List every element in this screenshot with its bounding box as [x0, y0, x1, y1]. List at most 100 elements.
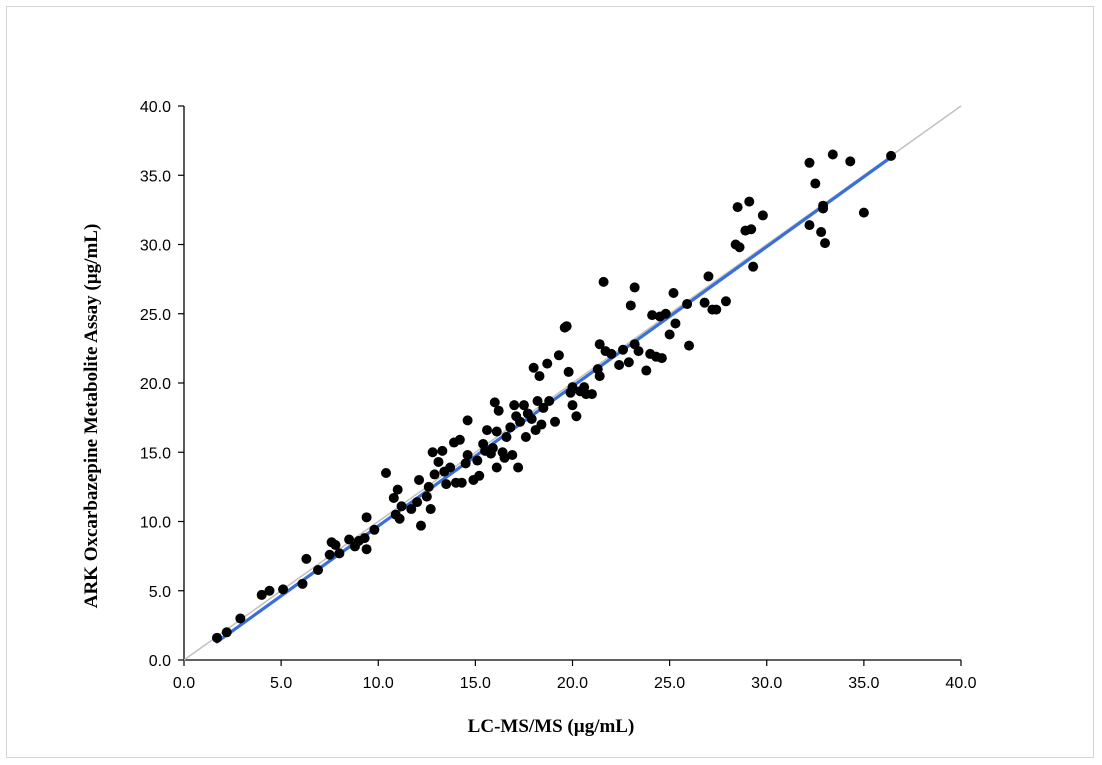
y-tick-label: 25.0 — [140, 307, 171, 324]
data-point — [297, 578, 308, 589]
y-tick-label: 35.0 — [140, 168, 171, 185]
data-point — [454, 434, 465, 445]
data-point — [489, 397, 500, 408]
data-point — [412, 497, 423, 508]
data-point — [625, 300, 636, 311]
data-point — [388, 492, 399, 503]
data-point — [684, 340, 695, 351]
y-tick-label: 20.0 — [140, 376, 171, 393]
data-point — [810, 178, 821, 189]
data-point — [369, 524, 380, 535]
data-point — [606, 348, 617, 359]
data-point — [748, 261, 759, 272]
data-point — [394, 513, 405, 524]
regression-line — [215, 154, 895, 644]
data-point — [474, 470, 485, 481]
data-point — [594, 371, 605, 382]
data-point — [313, 564, 324, 575]
data-point — [381, 468, 392, 479]
axes — [178, 105, 962, 666]
data-point — [456, 477, 467, 488]
x-tick-label: 35.0 — [848, 675, 879, 692]
data-point — [528, 362, 539, 373]
x-tick-label: 0.0 — [173, 675, 195, 692]
data-point — [858, 207, 869, 218]
data-point — [429, 469, 440, 480]
data-point — [641, 365, 652, 376]
x-tick-label: 25.0 — [654, 675, 685, 692]
data-point — [618, 344, 629, 355]
data-point — [441, 479, 452, 490]
data-point — [656, 353, 667, 364]
data-point — [423, 481, 434, 492]
x-tick-label: 20.0 — [557, 675, 588, 692]
data-point — [507, 450, 518, 461]
data-point — [544, 396, 555, 407]
data-point — [664, 329, 675, 340]
x-tick-label: 10.0 — [363, 675, 394, 692]
data-point — [818, 203, 829, 214]
data-point — [711, 304, 722, 315]
data-point — [757, 210, 768, 221]
data-point — [499, 452, 510, 463]
scatter-chart: 0.0 5.0 10.0 15.0 20.0 25.0 30.0 35.0 40.0 0.0 5.0… — [81, 99, 977, 737]
data-point — [433, 456, 444, 467]
data-point — [629, 282, 640, 293]
data-point — [212, 632, 223, 643]
data-point — [699, 297, 710, 308]
data-point — [553, 350, 564, 361]
data-point — [421, 491, 432, 502]
data-points — [212, 149, 897, 643]
data-point — [437, 445, 448, 456]
data-point — [820, 238, 831, 249]
data-point — [550, 416, 561, 427]
data-point — [491, 426, 502, 437]
data-point — [501, 432, 512, 443]
data-point — [425, 504, 436, 515]
data-point — [301, 553, 312, 564]
data-point — [744, 196, 755, 207]
x-tick-label: 30.0 — [751, 675, 782, 692]
data-point — [415, 520, 426, 531]
data-point — [647, 310, 658, 321]
data-point — [561, 321, 572, 332]
data-point — [462, 450, 473, 461]
data-point — [414, 474, 425, 485]
data-point — [520, 432, 531, 443]
data-point — [445, 462, 456, 473]
data-point — [614, 359, 625, 370]
data-point — [396, 501, 407, 512]
data-point — [491, 462, 502, 473]
data-point — [567, 400, 578, 411]
y-tick-label: 0.0 — [149, 653, 171, 670]
x-tick-label: 40.0 — [945, 675, 976, 692]
data-point — [235, 613, 246, 624]
x-axis-title: LC-MS/MS (µg/mL) — [468, 716, 635, 737]
data-point — [670, 318, 681, 329]
data-point — [462, 415, 473, 426]
data-point — [660, 308, 671, 319]
data-point — [278, 584, 289, 595]
data-point — [264, 585, 275, 596]
data-point — [720, 296, 731, 307]
tick-labels: 0.0 5.0 10.0 15.0 20.0 25.0 30.0 35.0 40.0 0.0 5.0… — [140, 99, 977, 692]
data-point — [532, 396, 543, 407]
y-tick-label: 40.0 — [140, 99, 171, 116]
data-point — [361, 512, 372, 523]
data-point — [586, 389, 597, 400]
data-point — [513, 462, 524, 473]
data-point — [493, 405, 504, 416]
data-point — [703, 271, 714, 282]
chart-frame: 0.0 5.0 10.0 15.0 20.0 25.0 30.0 35.0 40.0 0.0 5.0… — [6, 6, 1094, 758]
y-tick-label: 15.0 — [140, 445, 171, 462]
data-point — [816, 227, 827, 238]
data-point — [746, 224, 757, 235]
data-point — [534, 371, 545, 382]
data-point — [472, 455, 483, 466]
data-point — [682, 299, 693, 310]
data-point — [571, 411, 582, 422]
y-axis-title: ARK Oxcarbazepine Metabolite Assay (µg/m… — [81, 224, 102, 609]
y-tick-label: 10.0 — [140, 515, 171, 532]
data-point — [515, 416, 526, 427]
data-point — [563, 366, 574, 377]
